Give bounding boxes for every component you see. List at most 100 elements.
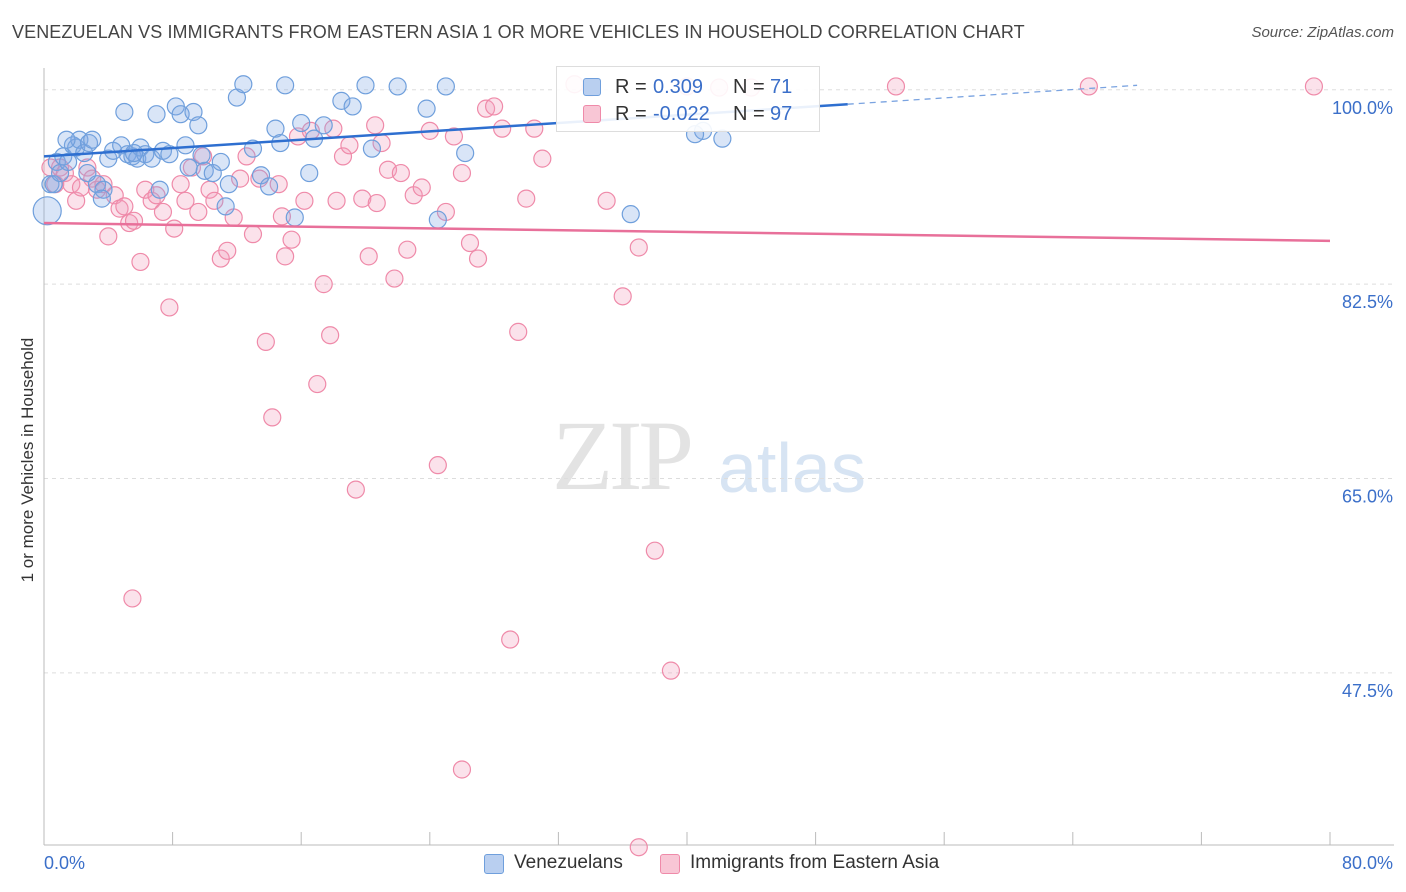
data-point-eastern-asia	[78, 158, 97, 177]
data-point-venezuelan	[388, 77, 407, 96]
data-point-eastern-asia	[189, 202, 208, 222]
data-point-venezuelan	[362, 139, 382, 158]
data-point-eastern-asia	[645, 541, 664, 560]
y-tick-label: 47.5%	[1342, 681, 1393, 701]
data-point-venezuelan	[456, 143, 475, 163]
y-tick-label: 100.0%	[1332, 98, 1393, 118]
data-point-eastern-asia	[327, 191, 346, 210]
data-point-eastern-asia	[1304, 77, 1324, 96]
data-point-venezuelan	[713, 129, 732, 148]
n-value: 71	[770, 76, 793, 98]
data-point-eastern-asia	[452, 163, 472, 183]
data-point-eastern-asia	[391, 163, 410, 183]
data-point-venezuelan	[259, 177, 279, 196]
data-point-venezuelan	[234, 75, 253, 94]
data-point-eastern-asia	[525, 119, 544, 138]
n-label: N =	[733, 76, 765, 98]
data-point-eastern-asia	[444, 127, 464, 146]
source-label: Source: ZipAtlas.com	[1251, 24, 1394, 41]
y-tick-label: 82.5%	[1342, 292, 1393, 312]
data-point-venezuelan	[147, 105, 166, 124]
data-point-eastern-asia	[115, 197, 134, 216]
series-legend: Venezuelans Immigrants from Eastern Asia	[0, 852, 1406, 876]
data-point-venezuelan	[219, 175, 238, 194]
data-point-eastern-asia	[308, 374, 327, 394]
data-point-eastern-asia	[366, 116, 385, 135]
data-point-eastern-asia	[62, 175, 81, 194]
data-point-eastern-asia	[256, 332, 275, 351]
data-point-venezuelan	[300, 163, 319, 183]
data-point-eastern-asia	[231, 169, 250, 188]
data-point-eastern-asia	[493, 119, 512, 138]
data-point-venezuelan	[285, 208, 304, 227]
pink-swatch-icon	[583, 105, 601, 123]
r-value: 0.309	[653, 76, 704, 98]
data-point-eastern-asia	[385, 269, 404, 288]
data-point-eastern-asia	[460, 233, 480, 253]
data-point-eastern-asia	[165, 219, 184, 238]
data-point-eastern-asia	[131, 252, 150, 272]
data-point-eastern-asia	[661, 661, 681, 680]
stats-legend: R = 0.309 N = 71 R = -0.022 N = 97	[556, 66, 820, 132]
blue-swatch-icon	[583, 78, 601, 96]
x-tick-label: 0.0%	[44, 853, 85, 873]
y-axis-label: 1 or more Vehicles in Household	[18, 337, 37, 583]
data-point-eastern-asia	[517, 189, 536, 208]
data-point-eastern-asia	[886, 77, 906, 96]
data-point-eastern-asia	[501, 630, 520, 649]
n-value: 97	[770, 103, 793, 125]
data-point-venezuelan	[436, 77, 455, 96]
data-point-venezuelan	[92, 189, 111, 208]
data-point-venezuelan	[266, 119, 285, 138]
data-point-venezuelan	[160, 145, 179, 164]
data-point-eastern-asia	[333, 147, 353, 166]
data-point-eastern-asia	[153, 202, 173, 222]
legend-label: Immigrants from Eastern Asia	[690, 852, 940, 873]
data-point-venezuelan	[57, 130, 76, 149]
data-point-venezuelan	[621, 205, 640, 224]
data-point-eastern-asia	[533, 149, 552, 168]
data-point-eastern-asia	[314, 275, 333, 294]
data-point-venezuelan	[356, 76, 375, 95]
data-point-eastern-asia	[147, 186, 166, 205]
data-point-eastern-asia	[136, 180, 155, 199]
data-point-eastern-asia	[124, 211, 144, 230]
data-point-eastern-asia	[485, 97, 504, 116]
data-point-eastern-asia	[94, 175, 113, 194]
watermark-atlas: atlas	[718, 429, 866, 507]
data-point-eastern-asia	[321, 326, 340, 345]
legend-row-venezuelans: R = 0.309 N = 71	[557, 73, 819, 101]
data-point-eastern-asia	[629, 238, 648, 257]
data-point-venezuelan	[343, 97, 362, 116]
data-point-venezuelan	[192, 146, 211, 165]
blue-swatch-icon	[484, 854, 504, 874]
data-point-eastern-asia	[276, 247, 295, 266]
data-point-eastern-asia	[452, 760, 472, 779]
data-point-eastern-asia	[176, 191, 195, 210]
data-point-venezuelan	[79, 133, 99, 153]
r-value: -0.022	[653, 103, 710, 125]
data-point-eastern-asia	[367, 193, 386, 213]
data-point-venezuelan	[179, 158, 198, 177]
data-point-eastern-asia	[353, 189, 372, 208]
data-point-venezuelan	[44, 175, 63, 194]
data-point-eastern-asia	[218, 241, 237, 260]
data-point-venezuelan	[32, 196, 62, 226]
data-point-eastern-asia	[263, 408, 282, 427]
r-label: R =	[615, 76, 647, 98]
data-point-venezuelan	[59, 152, 78, 172]
n-label: N =	[733, 103, 765, 125]
data-point-venezuelan	[211, 152, 230, 172]
data-point-eastern-asia	[629, 838, 648, 857]
data-point-eastern-asia	[509, 322, 528, 341]
data-point-eastern-asia	[398, 240, 417, 259]
data-point-venezuelan	[176, 136, 195, 155]
data-point-venezuelan	[332, 91, 351, 110]
data-point-eastern-asia	[346, 480, 365, 499]
data-point-eastern-asia	[272, 207, 292, 226]
data-point-venezuelan	[428, 210, 447, 229]
legend-row-eastern-asia: R = -0.022 N = 97	[557, 100, 819, 128]
data-point-eastern-asia	[428, 456, 447, 475]
trend-line-eastern-asia	[43, 221, 1331, 243]
